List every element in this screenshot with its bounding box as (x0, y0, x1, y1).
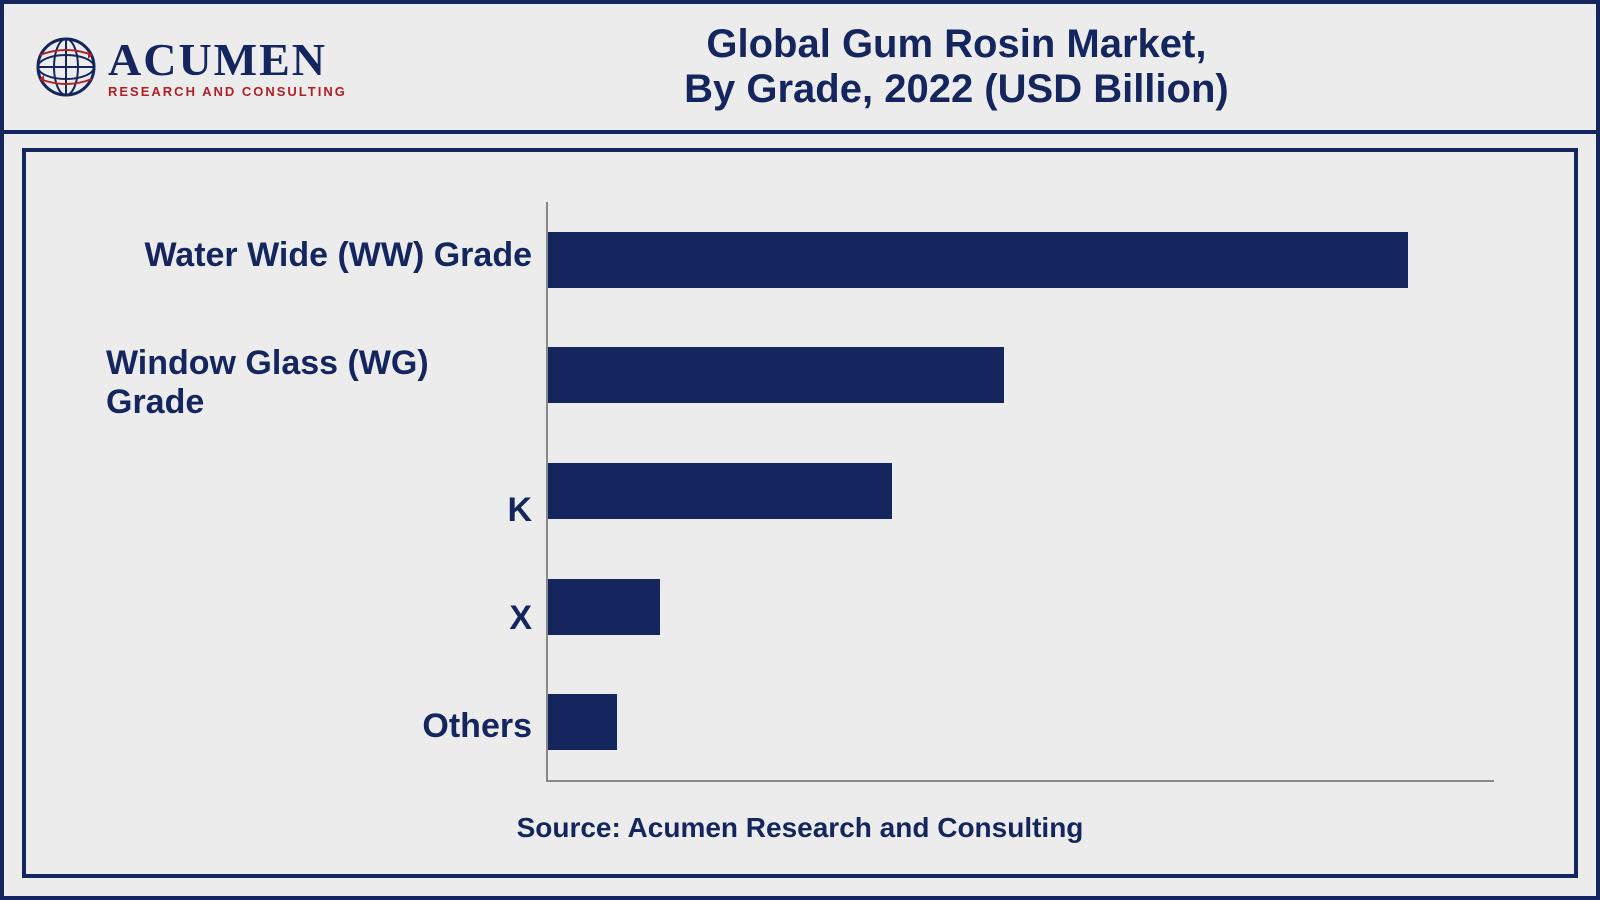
bar-row (548, 694, 1494, 750)
category-label: K (507, 491, 532, 530)
y-axis-labels: Water Wide (WW) Grade Window Glass (WG) G… (106, 202, 546, 780)
outer-frame: ACUMEN RESEARCH AND CONSULTING Global Gu… (0, 0, 1600, 900)
source-text: Source: Acumen Research and Consulting (106, 812, 1494, 844)
logo-main-text: ACUMEN (108, 37, 347, 83)
logo: ACUMEN RESEARCH AND CONSULTING (34, 35, 347, 99)
bar (548, 579, 660, 635)
logo-sub-text: RESEARCH AND CONSULTING (108, 85, 347, 98)
bar (548, 347, 1004, 403)
globe-icon (34, 35, 98, 99)
bar-row (548, 463, 1494, 519)
chart-body: Water Wide (WW) Grade Window Glass (WG) G… (106, 202, 1494, 780)
category-label: Others (422, 707, 532, 746)
axis-tick (546, 202, 548, 212)
bar (548, 463, 892, 519)
category-label: Water Wide (WW) Grade (144, 236, 532, 275)
bar (548, 232, 1408, 288)
bar (548, 694, 617, 750)
bars-area (546, 202, 1494, 780)
bar-row (548, 347, 1494, 403)
chart-title: Global Gum Rosin Market, By Grade, 2022 … (347, 22, 1566, 112)
title-line-2: By Grade, 2022 (USD Billion) (347, 67, 1566, 112)
chart-panel: Water Wide (WW) Grade Window Glass (WG) G… (22, 148, 1578, 878)
category-label: Window Glass (WG) Grade (106, 344, 532, 422)
bar-row (548, 579, 1494, 635)
header: ACUMEN RESEARCH AND CONSULTING Global Gu… (4, 4, 1596, 134)
category-label: X (509, 599, 532, 638)
bar-row (548, 232, 1494, 288)
logo-text: ACUMEN RESEARCH AND CONSULTING (108, 37, 347, 98)
title-line-1: Global Gum Rosin Market, (347, 22, 1566, 67)
x-axis (546, 780, 1494, 782)
